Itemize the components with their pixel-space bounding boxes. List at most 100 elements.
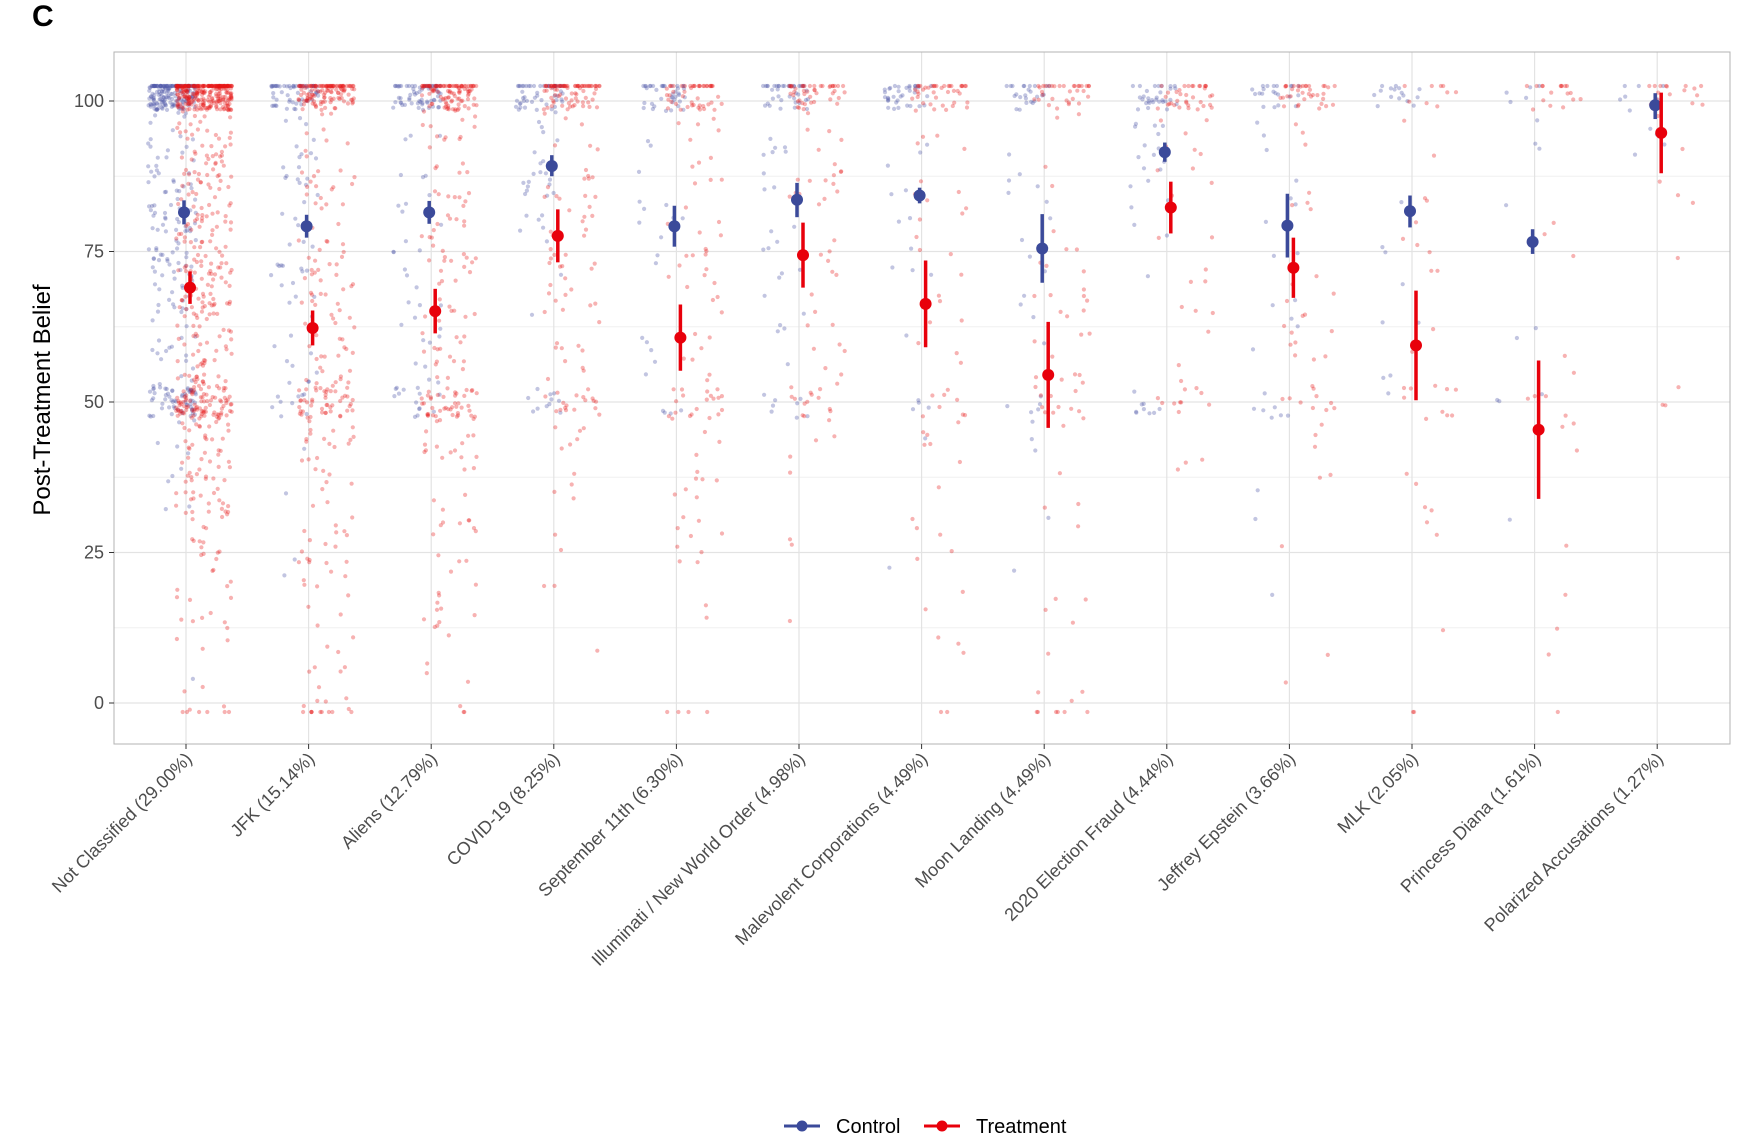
treatment-jitter-point bbox=[467, 270, 473, 275]
control-jitter-point bbox=[1535, 118, 1540, 123]
control-jitter-point bbox=[775, 239, 780, 244]
control-jitter-point bbox=[681, 86, 687, 91]
treatment-jitter-point bbox=[586, 173, 591, 179]
treatment-jitter-point bbox=[420, 331, 425, 336]
treatment-jitter-point bbox=[191, 204, 196, 209]
control-jitter-point bbox=[188, 401, 193, 407]
treatment-jitter-point bbox=[575, 437, 580, 442]
treatment-jitter-point bbox=[1558, 83, 1563, 89]
control-jitter-point bbox=[1636, 83, 1641, 89]
treatment-jitter-point bbox=[186, 445, 191, 450]
treatment-jitter-point bbox=[205, 128, 210, 133]
treatment-jitter-point bbox=[225, 625, 230, 631]
treatment-jitter-point bbox=[947, 83, 952, 89]
treatment-jitter-point bbox=[186, 83, 191, 89]
treatment-jitter-point bbox=[1062, 709, 1067, 715]
treatment-jitter-point bbox=[176, 102, 181, 107]
treatment-jitter-point bbox=[183, 83, 188, 89]
treatment-jitter-point bbox=[301, 709, 306, 715]
treatment-jitter-point bbox=[823, 366, 828, 371]
treatment-jitter-point bbox=[597, 83, 602, 89]
treatment-jitter-point bbox=[336, 95, 341, 100]
control-jitter-point bbox=[890, 265, 895, 270]
treatment-jitter-point bbox=[298, 398, 303, 403]
control-jitter-point bbox=[170, 388, 175, 393]
treatment-jitter-point bbox=[182, 265, 187, 270]
treatment-jitter-point bbox=[581, 368, 586, 373]
control-jitter-point bbox=[1154, 95, 1159, 100]
treatment-jitter-point bbox=[434, 359, 439, 364]
control-jitter-point bbox=[776, 94, 781, 99]
treatment-jitter-point bbox=[219, 412, 224, 417]
control-jitter-point bbox=[158, 83, 163, 89]
treatment-jitter-point bbox=[217, 88, 222, 93]
control-jitter-point bbox=[177, 83, 182, 89]
control-jitter-point bbox=[403, 239, 408, 244]
control-jitter-point bbox=[916, 398, 921, 403]
treatment-jitter-point bbox=[1204, 118, 1209, 123]
treatment-jitter-point bbox=[471, 83, 476, 89]
control-jitter-point bbox=[546, 83, 552, 89]
treatment-jitter-point bbox=[325, 239, 330, 244]
treatment-jitter-point bbox=[1434, 532, 1439, 537]
control-jitter-point bbox=[158, 83, 163, 89]
treatment-jitter-point bbox=[554, 83, 559, 89]
treatment-jitter-point bbox=[1036, 690, 1041, 695]
treatment-jitter-point bbox=[711, 396, 716, 401]
treatment-jitter-point bbox=[318, 278, 323, 283]
treatment-jitter-point bbox=[1200, 457, 1205, 462]
control-jitter-point bbox=[154, 246, 159, 251]
treatment-jitter-point bbox=[571, 496, 576, 501]
control-jitter-point bbox=[1264, 147, 1269, 153]
treatment-jitter-point bbox=[192, 388, 197, 393]
control-jitter-point bbox=[178, 134, 183, 139]
treatment-jitter-point bbox=[224, 90, 229, 95]
treatment-jitter-point bbox=[462, 334, 467, 339]
treatment-jitter-point bbox=[338, 86, 344, 91]
treatment-jitter-point bbox=[225, 584, 230, 589]
treatment-jitter-point bbox=[217, 549, 222, 554]
control-jitter-point bbox=[146, 103, 151, 108]
treatment-jitter-point bbox=[453, 107, 458, 112]
control-jitter-point bbox=[1263, 219, 1268, 224]
treatment-jitter-point bbox=[223, 244, 228, 249]
treatment-jitter-point bbox=[187, 597, 193, 603]
y-axis-title: Post-Treatment Belief bbox=[29, 284, 56, 516]
treatment-jitter-point bbox=[318, 83, 323, 89]
treatment-jitter-point bbox=[709, 83, 714, 89]
treatment-jitter-point bbox=[201, 102, 206, 107]
treatment-jitter-point bbox=[426, 411, 431, 417]
treatment-jitter-point bbox=[788, 83, 793, 89]
treatment-jitter-point bbox=[200, 239, 205, 244]
treatment-jitter-point bbox=[177, 83, 182, 89]
treatment-jitter-point bbox=[191, 83, 196, 89]
treatment-jitter-point bbox=[921, 87, 926, 92]
treatment-jitter-point bbox=[324, 402, 329, 408]
treatment-jitter-point bbox=[229, 83, 234, 89]
treatment-jitter-point bbox=[1077, 372, 1082, 378]
treatment-jitter-point bbox=[338, 612, 343, 617]
treatment-jitter-point bbox=[221, 83, 226, 89]
treatment-jitter-point bbox=[344, 346, 349, 352]
treatment-jitter-point bbox=[296, 238, 301, 243]
x-tick-label: Jeffrey Epstein (3.66%) bbox=[1153, 749, 1299, 895]
treatment-jitter-point bbox=[951, 88, 957, 93]
control-jitter-point bbox=[397, 83, 402, 89]
treatment-jitter-point bbox=[676, 709, 681, 715]
treatment-jitter-point bbox=[310, 92, 315, 97]
control-jitter-point bbox=[159, 357, 164, 362]
control-jitter-point bbox=[763, 83, 768, 89]
treatment-jitter-point bbox=[551, 98, 556, 103]
control-jitter-point bbox=[160, 89, 165, 94]
treatment-jitter-point bbox=[1422, 196, 1428, 201]
treatment-jitter-point bbox=[217, 386, 222, 391]
treatment-jitter-point bbox=[313, 83, 318, 89]
control-jitter-point bbox=[681, 107, 686, 112]
treatment-jitter-point bbox=[587, 83, 592, 89]
treatment-jitter-point bbox=[549, 104, 554, 109]
treatment-jitter-point bbox=[920, 414, 926, 419]
treatment-jitter-point bbox=[1440, 628, 1446, 633]
treatment-jitter-point bbox=[1291, 83, 1296, 89]
control-jitter-point bbox=[294, 101, 299, 106]
treatment-jitter-point bbox=[567, 208, 572, 213]
